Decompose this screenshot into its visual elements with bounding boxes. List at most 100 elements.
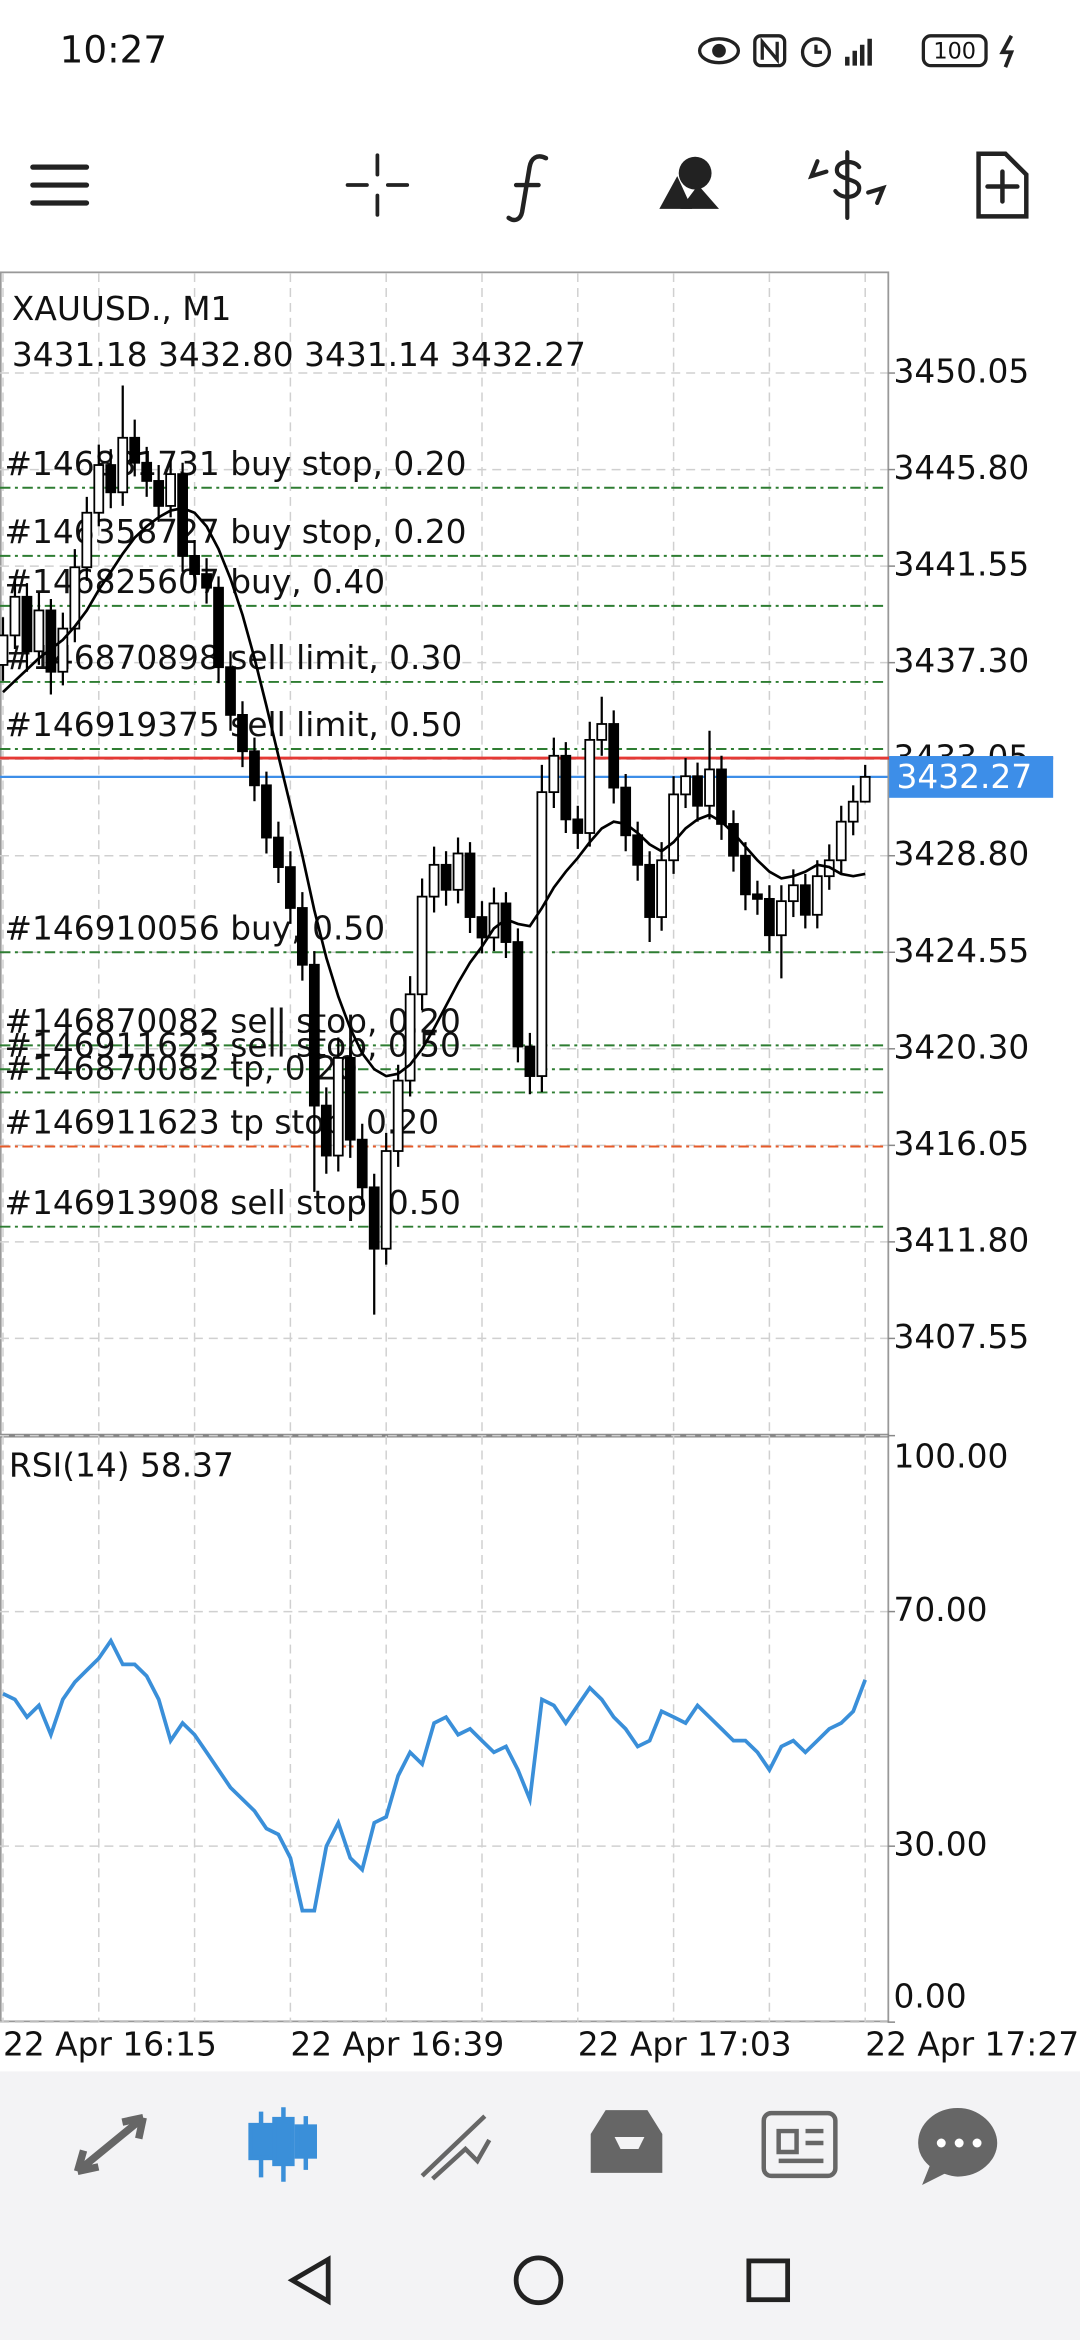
candle-body <box>33 609 45 653</box>
plot-area: 3450.053445.803441.553437.303433.053428.… <box>0 273 1079 2064</box>
home-button[interactable] <box>513 2255 564 2306</box>
candle-body <box>201 573 212 589</box>
history-tab[interactable] <box>590 2110 663 2173</box>
y-tick-label: 3424.55 <box>894 932 1030 970</box>
candle-body <box>404 993 416 1082</box>
y-tick-label: 3420.30 <box>894 1028 1030 1066</box>
moving-average <box>2 506 866 1078</box>
back-button[interactable] <box>287 2255 331 2306</box>
system-nav <box>287 2255 791 2306</box>
candle-body <box>165 473 177 507</box>
candle-body <box>344 1056 356 1141</box>
y-tick-label: 3428.80 <box>894 835 1030 873</box>
candle-body <box>153 480 165 507</box>
candle-body <box>572 818 584 834</box>
quotes-tab[interactable] <box>73 2113 147 2176</box>
y-tick-label: 3411.80 <box>894 1221 1030 1259</box>
objects-button[interactable] <box>659 156 720 209</box>
candle-body <box>428 863 440 898</box>
order-label: #146870082 tp, 0.20 <box>4 1050 357 1088</box>
candle-body <box>644 863 656 918</box>
trade-tab[interactable] <box>420 2114 492 2181</box>
candle-body <box>787 884 799 903</box>
crosshair-button[interactable] <box>345 153 410 217</box>
candle-body <box>308 963 320 1107</box>
y-tick-label: 3407.55 <box>894 1318 1030 1356</box>
news-tab[interactable] <box>761 2110 838 2179</box>
order-label: #146911623 tp stop, 0.20 <box>4 1104 439 1142</box>
y-tick-label: 3441.55 <box>894 546 1030 584</box>
bottom-bar <box>0 2071 1080 2340</box>
candle-body <box>476 916 488 939</box>
candle-body <box>764 897 775 937</box>
ohlc-label: 3431.18 3432.80 3431.14 3432.27 <box>12 336 586 374</box>
x-tick-label: 22 Apr 16:39 <box>290 2026 504 2064</box>
candle-body <box>464 852 476 918</box>
x-tick-label: 22 Apr 17:03 <box>578 2026 792 2064</box>
bottom-nav <box>73 2107 998 2185</box>
candle-body <box>189 555 200 575</box>
candle-body <box>835 820 847 862</box>
candle-body <box>512 941 524 1048</box>
candle-body <box>859 776 871 803</box>
candle-body <box>261 784 272 839</box>
candle-body <box>548 754 560 794</box>
candle-body <box>524 1045 536 1077</box>
candle-body <box>656 859 667 918</box>
candle-body <box>740 854 751 896</box>
order-label: #146913908 sell stop, 0.50 <box>4 1184 460 1222</box>
candle-body <box>81 511 93 569</box>
candle-body <box>668 793 679 862</box>
messages-tab[interactable] <box>918 2107 998 2185</box>
candle-body <box>620 786 632 837</box>
candle-body <box>416 895 428 996</box>
menu-button[interactable] <box>30 164 90 206</box>
candle-body <box>45 609 57 673</box>
candle-body <box>716 768 727 825</box>
indicator-title: RSI(14) 58.37 <box>9 1446 234 1484</box>
y-tick-label: 70.00 <box>894 1591 988 1629</box>
rsi-line <box>2 1637 867 1913</box>
candle-body <box>57 627 69 673</box>
candle-body <box>249 750 260 787</box>
candle-body <box>536 791 548 1077</box>
order-label: #146911623 sell stop, 0.50 <box>4 1026 460 1064</box>
y-tick-label: 3450.05 <box>894 353 1030 391</box>
candle-body <box>105 464 117 494</box>
x-tick-label: 22 Apr 16:15 <box>3 2026 217 2064</box>
candle-body <box>225 666 236 716</box>
candle-body <box>129 436 141 464</box>
candle-body <box>440 863 452 891</box>
chart-tab[interactable] <box>248 2107 317 2182</box>
new-order-button[interactable] <box>976 151 1029 219</box>
candle-body <box>21 595 33 653</box>
candle-body <box>632 834 644 866</box>
candle-body <box>380 1150 392 1250</box>
x-tick-label: 22 Apr 17:27 <box>865 2026 1079 2064</box>
order-label: #146358727 buy stop, 0.20 <box>4 513 466 551</box>
order-label: #146870082 sell stop, 0.20 <box>4 1003 460 1041</box>
trade-button[interactable] <box>807 150 887 220</box>
candle-body <box>560 754 572 821</box>
candle-body <box>811 875 823 916</box>
candle-body <box>799 884 811 916</box>
toolbar <box>30 150 1029 223</box>
candle-body <box>608 723 620 789</box>
indicators-button[interactable] <box>506 154 549 223</box>
candle-body <box>296 907 308 966</box>
recents-button[interactable] <box>746 2258 791 2303</box>
y-tick-label: 3437.30 <box>894 642 1030 680</box>
candle-body <box>117 436 129 494</box>
candle-body <box>285 866 296 909</box>
candle-body <box>680 775 691 796</box>
y-tick-label: 3416.05 <box>894 1125 1030 1163</box>
last-price-box <box>889 756 1054 798</box>
candle-body <box>356 1138 368 1189</box>
chart-title: XAUUSD., M1 <box>12 290 231 328</box>
y-tick-label: 0.00 <box>894 1978 967 2016</box>
candle-body <box>332 1056 344 1157</box>
candle-body <box>237 714 248 753</box>
y-tick-label: 100.00 <box>894 1438 1009 1476</box>
